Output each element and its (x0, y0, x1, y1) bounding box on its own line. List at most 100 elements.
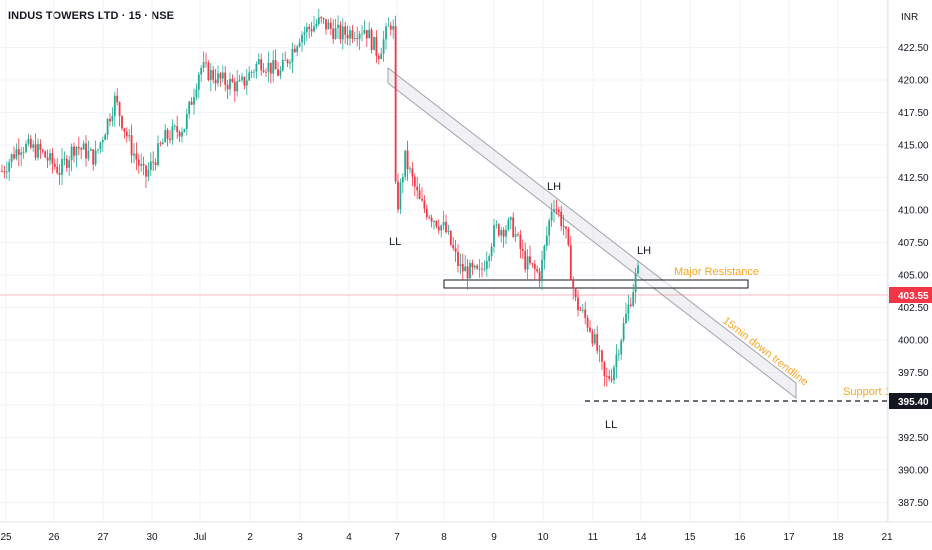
candle-body (245, 80, 248, 86)
candle-body (5, 171, 8, 173)
candle-body (229, 78, 231, 90)
candle-body (433, 220, 435, 222)
candle-body (161, 142, 164, 145)
candle-body (70, 146, 73, 161)
candle-body (577, 297, 579, 311)
candle-body (173, 126, 176, 127)
candle-body (63, 158, 66, 160)
candle-body (128, 135, 131, 137)
candle-body (620, 340, 623, 355)
candle-body (529, 256, 531, 264)
candle-body (27, 138, 30, 144)
candle-body (116, 95, 119, 103)
candle-body (183, 128, 186, 132)
candle-body (485, 261, 488, 270)
candle-body (353, 38, 356, 39)
candle-body (356, 38, 359, 40)
candle-body (406, 150, 409, 170)
candle-body (22, 151, 25, 153)
candle-body (545, 235, 548, 246)
candle-body (562, 225, 565, 227)
candle-body (317, 17, 320, 24)
candle-body (147, 169, 150, 177)
candle-body (593, 334, 596, 344)
candle-body (217, 73, 219, 84)
candle-body (101, 140, 104, 143)
time-axis[interactable]: 25 26 27 30 Jul 2 3 4 7 8 9 10 11 14 15 16 17 18 21 (0, 521, 932, 543)
x-tick-label: Jul (194, 532, 207, 543)
candle-body (3, 171, 6, 173)
candle-body (224, 72, 227, 85)
candle-body (250, 72, 253, 73)
candle-body (341, 26, 344, 40)
candle-body (581, 309, 584, 311)
candle-body (310, 29, 313, 32)
candle-body (87, 150, 90, 159)
candle-body (10, 154, 13, 163)
candle-body (346, 34, 349, 39)
candle-body (634, 273, 637, 293)
candle-body (632, 292, 635, 306)
annotation-ll-1: LL (389, 236, 401, 248)
candle-body (598, 350, 601, 352)
major-resistance-label: Major Resistance (674, 266, 759, 278)
y-tick-label: 407.50 (898, 238, 929, 249)
x-tick-label: 11 (588, 532, 599, 543)
candle-body (238, 79, 241, 81)
candle-body (526, 256, 529, 270)
candle-body (435, 220, 438, 227)
candle-body (334, 27, 337, 39)
candle-body (500, 229, 503, 236)
candle-body (49, 152, 51, 161)
candle-body (121, 116, 123, 129)
candle-body (202, 62, 205, 68)
drawing-layer (387, 66, 797, 400)
annotation-ll-2: LL (605, 419, 617, 431)
y-tick-label: 390.00 (898, 466, 929, 477)
candle-body (541, 259, 543, 282)
major-resistance-zone[interactable] (443, 279, 749, 289)
candle-body (243, 76, 246, 86)
candle-body (569, 245, 572, 280)
candle-body (248, 72, 251, 81)
candle-body (241, 76, 243, 80)
candle-body (145, 165, 147, 177)
x-tick-label: 26 (48, 532, 60, 543)
candle-body (209, 69, 212, 80)
candle-body (65, 158, 68, 168)
candle-body (565, 226, 567, 229)
price-axis[interactable]: INR 387.50390.00392.50395.00397.50400.00… (887, 0, 929, 522)
candle-body (92, 149, 95, 165)
candle-body (361, 33, 363, 35)
candle-body (82, 143, 85, 150)
candle-body (488, 256, 491, 262)
candle-body (385, 26, 387, 40)
candle-body (425, 208, 428, 217)
candle-body (157, 143, 159, 165)
candle-body (313, 26, 315, 32)
x-tick-label: 18 (832, 532, 844, 543)
candle-body (231, 78, 234, 83)
candle-body (125, 131, 128, 137)
x-tick-label: 8 (441, 532, 447, 543)
candle-body (94, 150, 97, 165)
candle-body (212, 69, 215, 80)
candle-body (622, 323, 625, 341)
trendline-label: 15min down trendline (720, 315, 810, 388)
candle-body (409, 168, 411, 170)
candle-body (296, 46, 299, 53)
candle-body (543, 245, 546, 260)
candle-body (538, 271, 541, 282)
candle-body (596, 334, 599, 351)
x-tick-label: 7 (394, 532, 400, 543)
candle-body (469, 262, 471, 279)
down-trendline-channel[interactable] (387, 66, 797, 400)
support-price-tag (889, 393, 932, 409)
candle-body (272, 60, 275, 74)
candle-body (193, 97, 195, 105)
candle-body (15, 149, 18, 159)
candle-body (560, 211, 563, 226)
candle-body (279, 70, 282, 76)
candle-body (615, 354, 618, 368)
